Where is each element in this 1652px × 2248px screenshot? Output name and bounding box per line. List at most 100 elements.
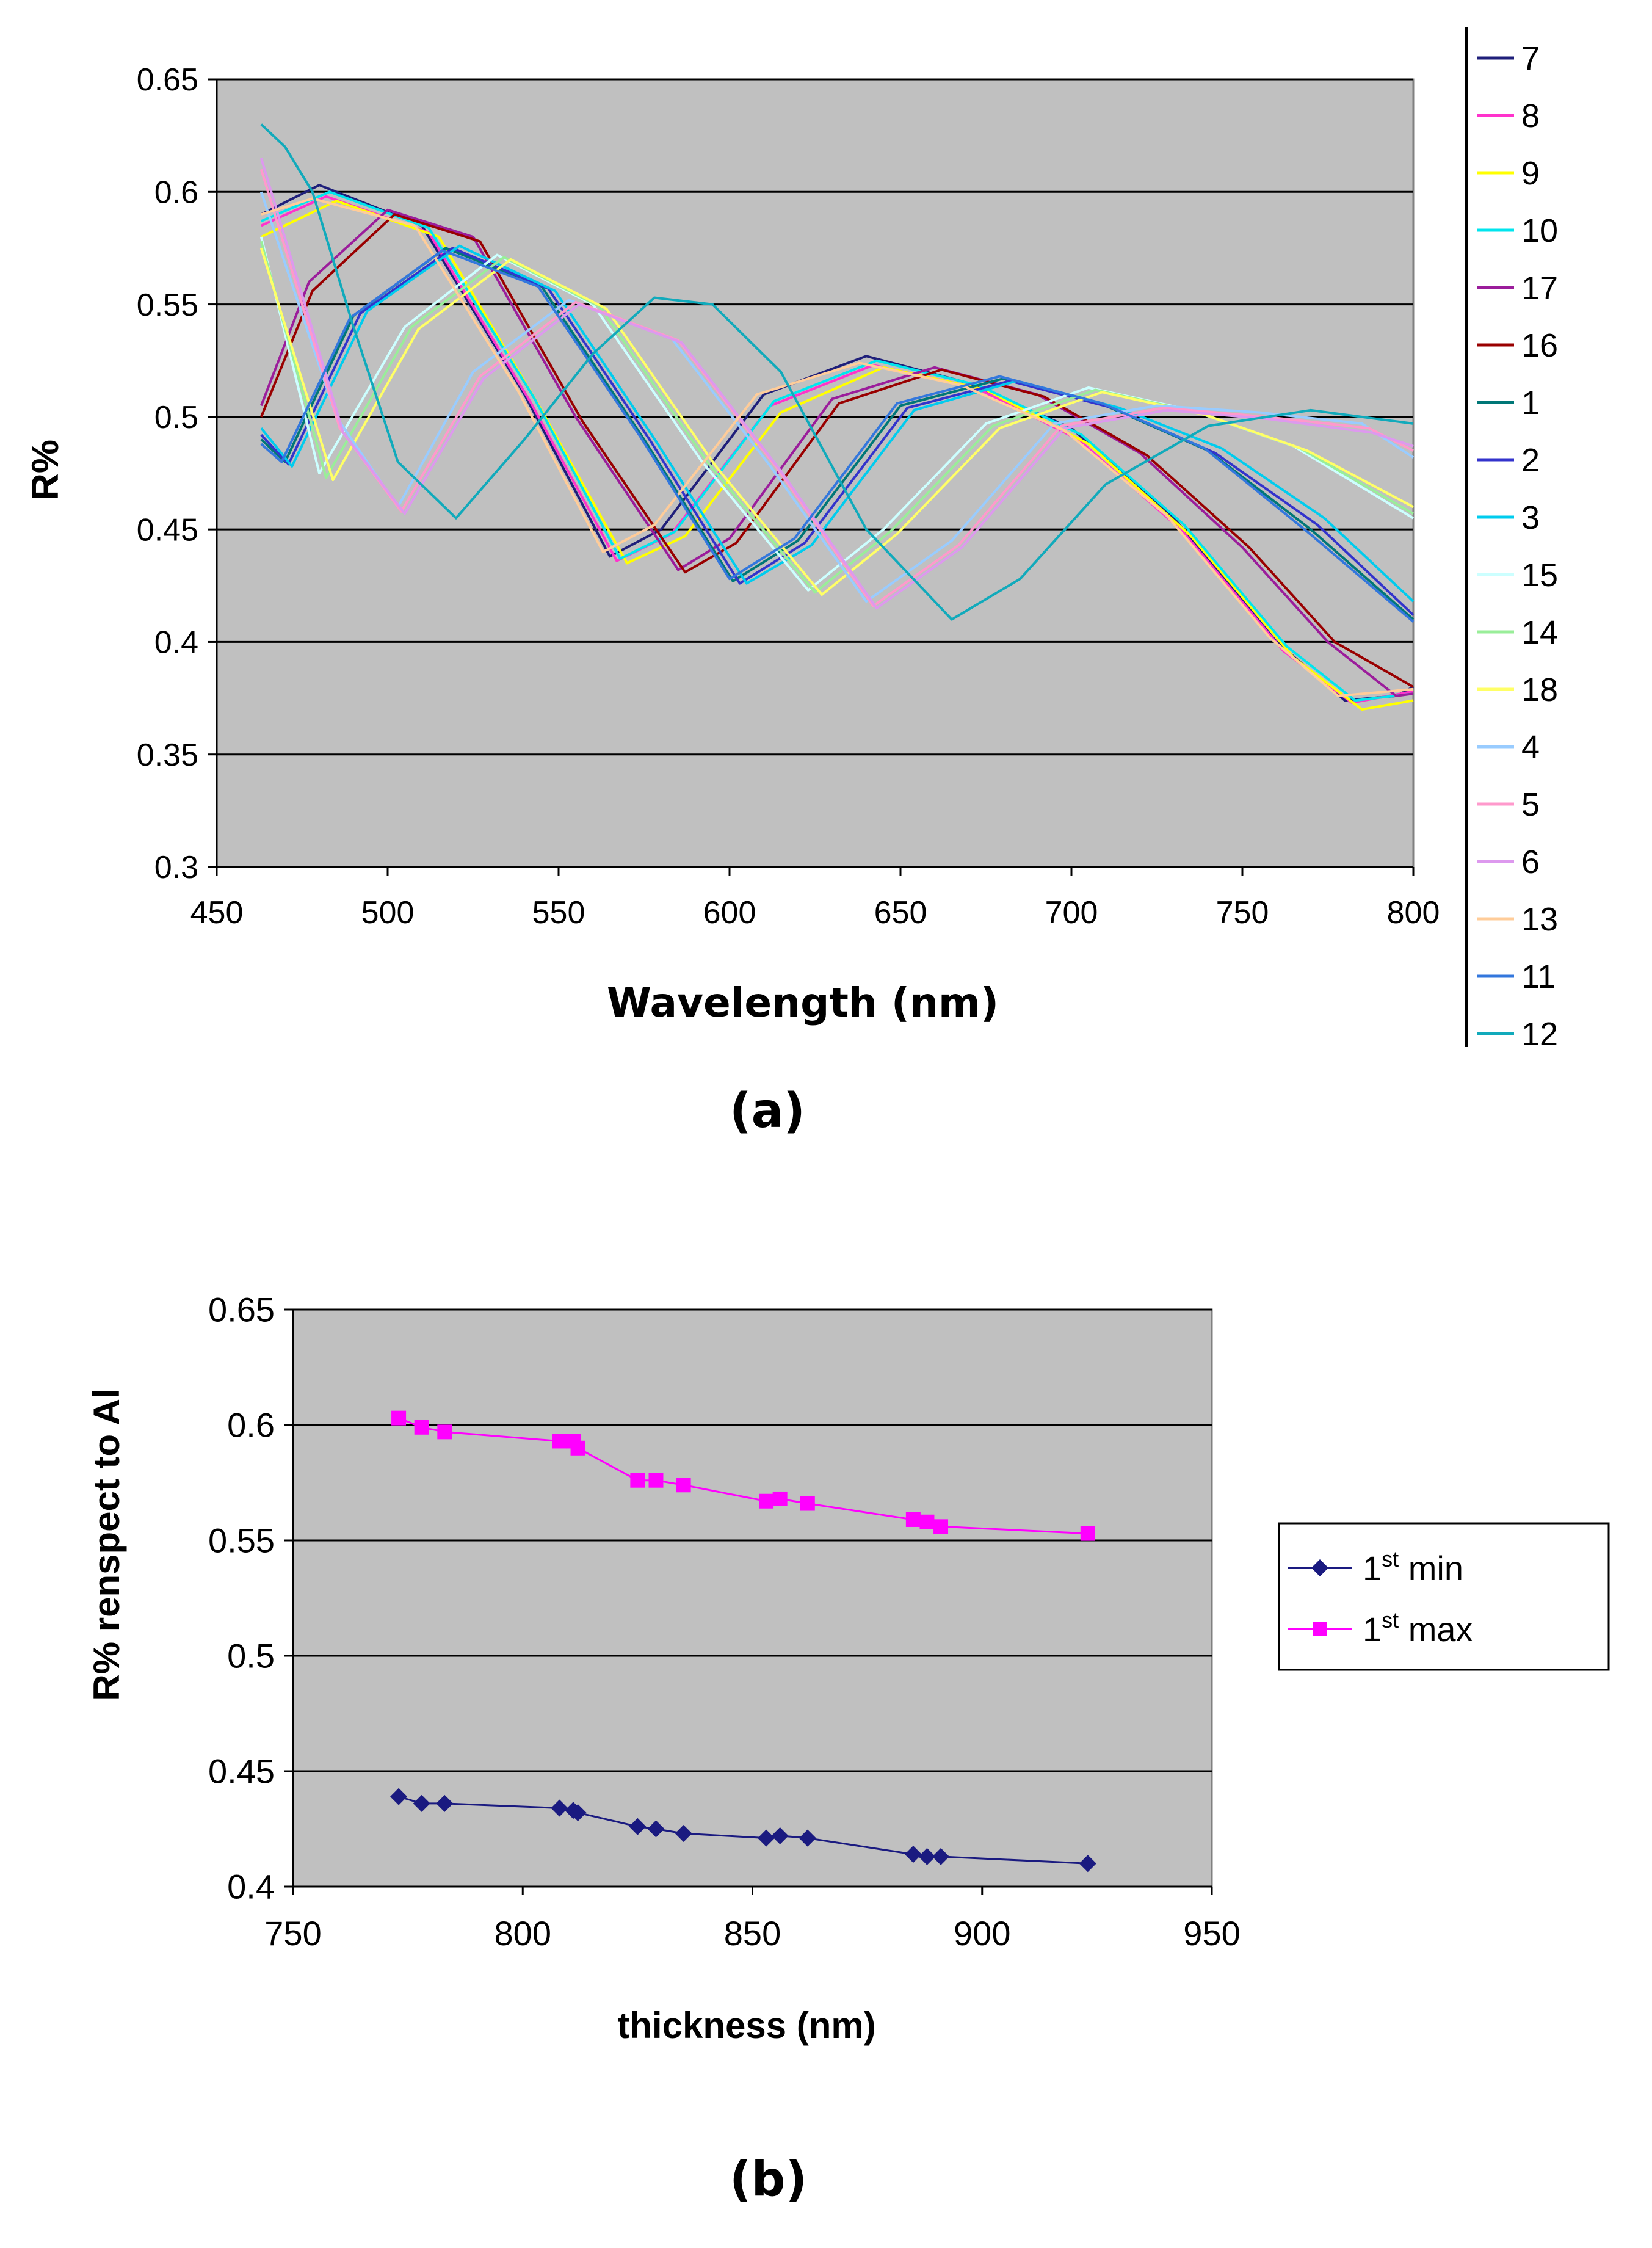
chart-b-x-ticks: 750 800 850 900 950 bbox=[264, 1887, 1241, 1952]
legend-marker bbox=[1313, 1622, 1327, 1636]
legend-marker bbox=[1311, 1559, 1328, 1576]
data-point-max bbox=[437, 1424, 452, 1440]
series-line-13 bbox=[261, 197, 1414, 697]
y-tick-label: 0.65 bbox=[137, 62, 198, 98]
x-tick-label: 550 bbox=[532, 895, 585, 930]
y-tick-label: 0.6 bbox=[227, 1406, 275, 1445]
chart-b-x-axis-label: thickness (nm) bbox=[617, 2005, 875, 2046]
series-line-3 bbox=[260, 244, 1415, 603]
data-point-min bbox=[390, 1788, 408, 1805]
data-point-min bbox=[551, 1799, 568, 1817]
chart-a-y-axis-label: R% bbox=[24, 440, 67, 501]
panel-label-a: (a) bbox=[730, 1084, 805, 1139]
data-point-max bbox=[759, 1493, 774, 1509]
series-line-9 bbox=[260, 200, 1414, 711]
x-tick-label: 950 bbox=[1183, 1914, 1240, 1952]
y-tick-label: 0.6 bbox=[154, 175, 198, 210]
data-point-max bbox=[933, 1519, 949, 1534]
data-point-max bbox=[905, 1512, 921, 1527]
chart-a-axes bbox=[216, 79, 1413, 868]
legend-label: 18 bbox=[1521, 672, 1558, 708]
data-point-max bbox=[630, 1473, 645, 1488]
x-tick-label: 500 bbox=[361, 895, 415, 930]
y-tick-label: 0.45 bbox=[208, 1752, 275, 1791]
series-line-8 bbox=[260, 195, 1414, 704]
y-tick-label: 0.5 bbox=[154, 400, 198, 435]
x-tick-label: 800 bbox=[495, 1914, 551, 1952]
series-line-12 bbox=[260, 123, 1414, 621]
chart-a-x-ticks: 450 500 550 600 650 700 750 800 bbox=[190, 867, 1440, 930]
series-line-17 bbox=[259, 208, 1414, 697]
chart-a: 0.30.350.40.450.50.550.60.65 450 500 550 60… bbox=[24, 27, 1558, 1053]
chart-b-legend-box bbox=[1278, 1522, 1610, 1671]
legend-label: 8 bbox=[1521, 98, 1540, 134]
data-point-min bbox=[1079, 1855, 1096, 1873]
data-point-min bbox=[647, 1820, 665, 1838]
legend-label: 13 bbox=[1521, 901, 1558, 938]
legend-label: 5 bbox=[1521, 786, 1540, 823]
chart-b-y-ticks: 0.4 0.45 0.5 0.55 0.6 0.65 bbox=[208, 1291, 293, 1906]
chart-b-plot-area bbox=[292, 1308, 1213, 1888]
data-point-max bbox=[919, 1514, 935, 1529]
legend-label: 2 bbox=[1521, 442, 1540, 479]
data-point-min bbox=[569, 1804, 587, 1822]
data-point-min bbox=[771, 1827, 789, 1844]
chart-a-grid bbox=[217, 78, 1413, 756]
data-point-min bbox=[904, 1846, 922, 1863]
chart-b-y-axis-label: R% renspect to Al bbox=[86, 1388, 127, 1700]
chart-b-series bbox=[390, 1410, 1096, 1873]
legend-label: 4 bbox=[1521, 729, 1540, 766]
y-tick-label: 0.35 bbox=[137, 738, 198, 773]
x-tick-label: 600 bbox=[703, 895, 756, 930]
series-line-5 bbox=[259, 169, 1414, 607]
y-tick-label: 0.4 bbox=[154, 625, 198, 661]
legend-label: 15 bbox=[1521, 557, 1558, 593]
legend-label: 9 bbox=[1521, 155, 1540, 192]
legend-label: 1st min bbox=[1363, 1546, 1463, 1587]
series-line-18 bbox=[259, 247, 1414, 596]
legend-label: 11 bbox=[1521, 959, 1556, 995]
series-line-11 bbox=[260, 249, 1415, 623]
x-tick-label: 750 bbox=[1216, 895, 1269, 930]
panel-label-b: (b) bbox=[730, 2152, 808, 2207]
chart-a-x-axis-label: Wavelength (nm) bbox=[607, 979, 999, 1026]
legend-label: 12 bbox=[1521, 1016, 1558, 1053]
data-point-max bbox=[570, 1440, 585, 1456]
data-point-min bbox=[629, 1818, 647, 1835]
x-tick-label: 900 bbox=[954, 1914, 1010, 1952]
y-tick-label: 0.55 bbox=[208, 1521, 275, 1560]
legend-label: 1 bbox=[1521, 385, 1540, 421]
x-tick-label: 450 bbox=[190, 895, 244, 930]
chart-b: 0.4 0.45 0.5 0.55 0.6 0.65 750 800 850 900 950 th… bbox=[86, 1291, 1610, 2046]
series-line-4 bbox=[259, 191, 1415, 603]
y-tick-label: 0.55 bbox=[137, 288, 198, 323]
legend-label: 16 bbox=[1521, 327, 1558, 364]
series-line-6 bbox=[259, 158, 1414, 610]
chart-a-y-ticks: 0.3 0.35 0.4 0.45 0.5 0.55 0.6 0.65 bbox=[137, 62, 217, 885]
series-line-16 bbox=[259, 213, 1414, 688]
x-tick-label: 650 bbox=[874, 895, 927, 930]
legend-label: 1st max bbox=[1363, 1608, 1473, 1648]
data-point-min bbox=[918, 1847, 936, 1865]
x-tick-label: 750 bbox=[264, 1914, 321, 1952]
data-point-max bbox=[552, 1434, 567, 1449]
data-point-max bbox=[800, 1496, 815, 1511]
y-tick-label: 0.3 bbox=[154, 850, 198, 885]
data-point-min bbox=[675, 1825, 692, 1843]
y-tick-label: 0.65 bbox=[208, 1291, 275, 1329]
data-point-min bbox=[799, 1829, 816, 1847]
data-point-max bbox=[1080, 1526, 1095, 1541]
legend-label: 14 bbox=[1521, 614, 1558, 651]
x-tick-label: 700 bbox=[1045, 895, 1098, 930]
legend-label: 10 bbox=[1521, 212, 1558, 249]
data-point-min bbox=[413, 1794, 430, 1812]
y-tick-label: 0.5 bbox=[227, 1637, 275, 1675]
legend-label: 3 bbox=[1521, 499, 1540, 536]
data-point-max bbox=[414, 1420, 429, 1435]
data-point-max bbox=[772, 1491, 788, 1506]
x-tick-label: 850 bbox=[724, 1914, 781, 1952]
data-point-min bbox=[436, 1794, 454, 1812]
chart-b-legend: 1st min 1st max bbox=[1278, 1522, 1610, 1671]
